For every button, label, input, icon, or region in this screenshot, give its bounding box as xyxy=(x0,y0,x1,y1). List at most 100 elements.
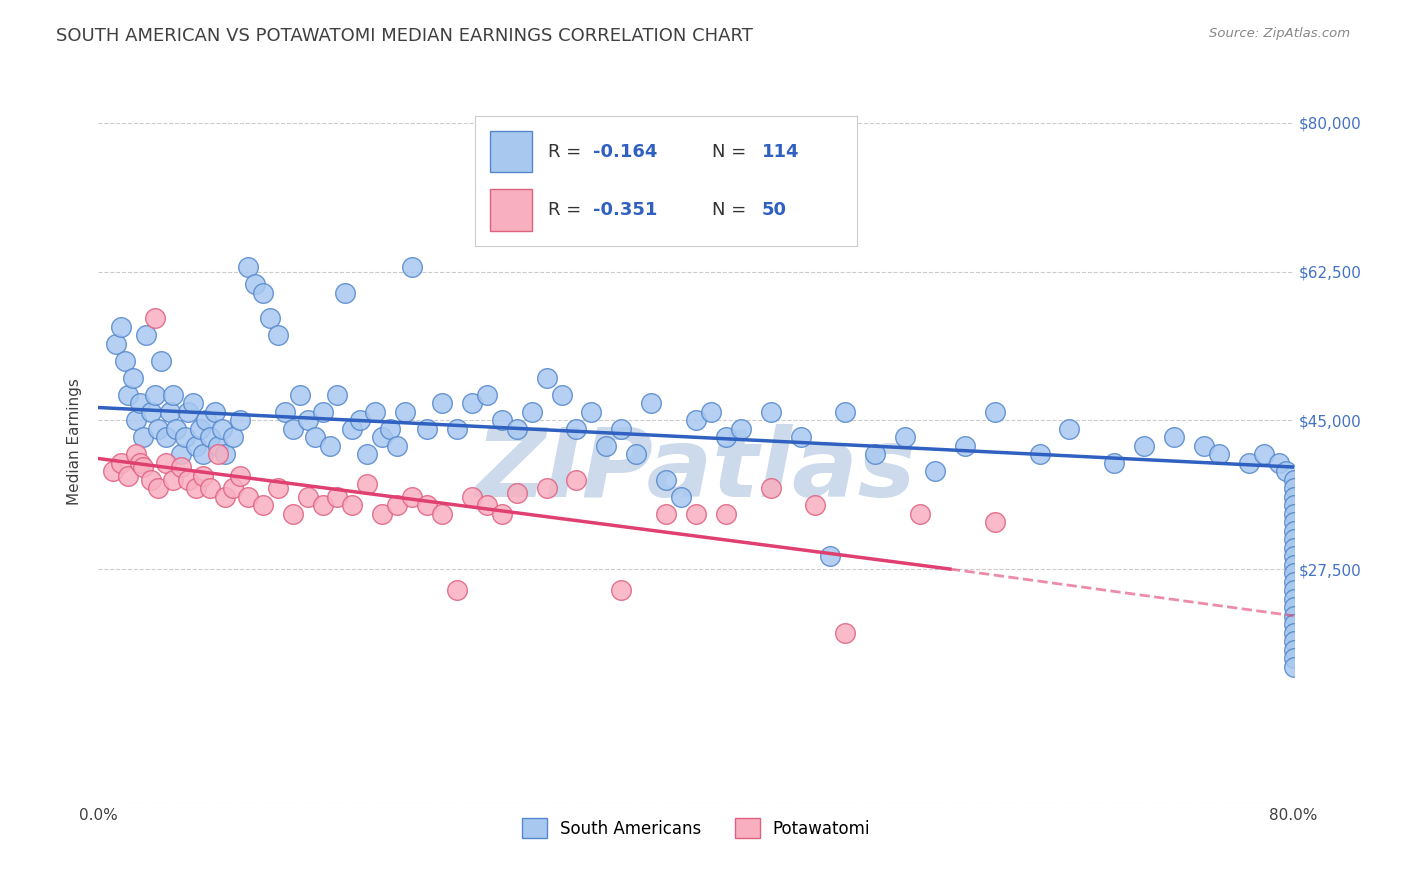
Point xyxy=(1282,600,1305,615)
Point xyxy=(304,430,326,444)
Point xyxy=(139,473,162,487)
Point xyxy=(685,413,707,427)
Point xyxy=(924,464,946,478)
Point xyxy=(640,396,662,410)
Point xyxy=(894,430,917,444)
Point xyxy=(191,447,214,461)
Point xyxy=(714,507,737,521)
Point xyxy=(236,490,259,504)
Point xyxy=(1253,447,1275,461)
Point xyxy=(191,468,214,483)
Point xyxy=(132,460,155,475)
Point xyxy=(1104,456,1126,470)
Point xyxy=(506,485,529,500)
Point xyxy=(229,468,252,483)
Point xyxy=(1133,439,1156,453)
Point xyxy=(114,353,136,368)
Point xyxy=(506,422,529,436)
Point xyxy=(143,388,166,402)
Point xyxy=(288,388,311,402)
Point xyxy=(195,413,218,427)
Point xyxy=(401,490,423,504)
Point xyxy=(1282,617,1305,632)
Point xyxy=(132,430,155,444)
Point xyxy=(1282,507,1305,521)
Point xyxy=(520,405,543,419)
Point xyxy=(669,490,692,504)
Point xyxy=(214,447,236,461)
Point xyxy=(252,498,274,512)
Point xyxy=(371,507,394,521)
Point xyxy=(135,328,157,343)
Point xyxy=(1282,634,1305,648)
Point xyxy=(110,319,132,334)
Point xyxy=(550,388,572,402)
Point xyxy=(1282,481,1305,495)
Point xyxy=(626,447,648,461)
Point xyxy=(804,498,827,512)
Point xyxy=(834,625,856,640)
Point xyxy=(491,507,513,521)
Point xyxy=(333,285,356,300)
Point xyxy=(148,481,170,495)
Point xyxy=(475,498,498,512)
Text: ZIPatlas: ZIPatlas xyxy=(475,424,917,517)
Point xyxy=(1028,447,1050,461)
Point xyxy=(1282,583,1305,598)
Point xyxy=(865,447,887,461)
Point xyxy=(581,405,603,419)
Point xyxy=(274,405,297,419)
Point xyxy=(155,430,177,444)
Point xyxy=(267,328,290,343)
Point xyxy=(281,507,304,521)
Point xyxy=(385,498,409,512)
Point xyxy=(105,336,128,351)
Point xyxy=(177,473,200,487)
Point xyxy=(204,405,226,419)
Point xyxy=(200,430,222,444)
Point xyxy=(1282,490,1305,504)
Point xyxy=(1282,524,1305,538)
Text: Source: ZipAtlas.com: Source: ZipAtlas.com xyxy=(1209,27,1350,40)
Point xyxy=(110,456,132,470)
Point xyxy=(1282,498,1305,512)
Point xyxy=(222,430,245,444)
Point xyxy=(229,413,252,427)
Point xyxy=(150,353,173,368)
Point xyxy=(188,422,211,436)
Point xyxy=(1282,660,1305,674)
Point xyxy=(401,260,423,275)
Point xyxy=(700,405,723,419)
Point xyxy=(1282,516,1305,530)
Point xyxy=(281,422,304,436)
Point xyxy=(356,447,378,461)
Point xyxy=(655,507,678,521)
Point xyxy=(820,549,842,564)
Point xyxy=(155,456,177,470)
Point xyxy=(125,413,148,427)
Point xyxy=(129,456,152,470)
Point xyxy=(685,507,707,521)
Point xyxy=(117,388,139,402)
Point xyxy=(1282,473,1305,487)
Point xyxy=(319,439,342,453)
Point xyxy=(159,405,181,419)
Point xyxy=(236,260,259,275)
Point xyxy=(184,439,207,453)
Text: SOUTH AMERICAN VS POTAWATOMI MEDIAN EARNINGS CORRELATION CHART: SOUTH AMERICAN VS POTAWATOMI MEDIAN EARN… xyxy=(56,27,754,45)
Point xyxy=(211,422,233,436)
Point xyxy=(1282,558,1305,572)
Point xyxy=(297,413,319,427)
Point xyxy=(1282,574,1305,589)
Point xyxy=(610,583,633,598)
Point xyxy=(267,481,290,495)
Point xyxy=(174,430,197,444)
Point xyxy=(378,422,401,436)
Point xyxy=(200,481,222,495)
Point xyxy=(730,422,752,436)
Point xyxy=(834,405,856,419)
Point xyxy=(121,371,143,385)
Point xyxy=(385,439,409,453)
Point xyxy=(1282,608,1305,623)
Point xyxy=(416,422,439,436)
